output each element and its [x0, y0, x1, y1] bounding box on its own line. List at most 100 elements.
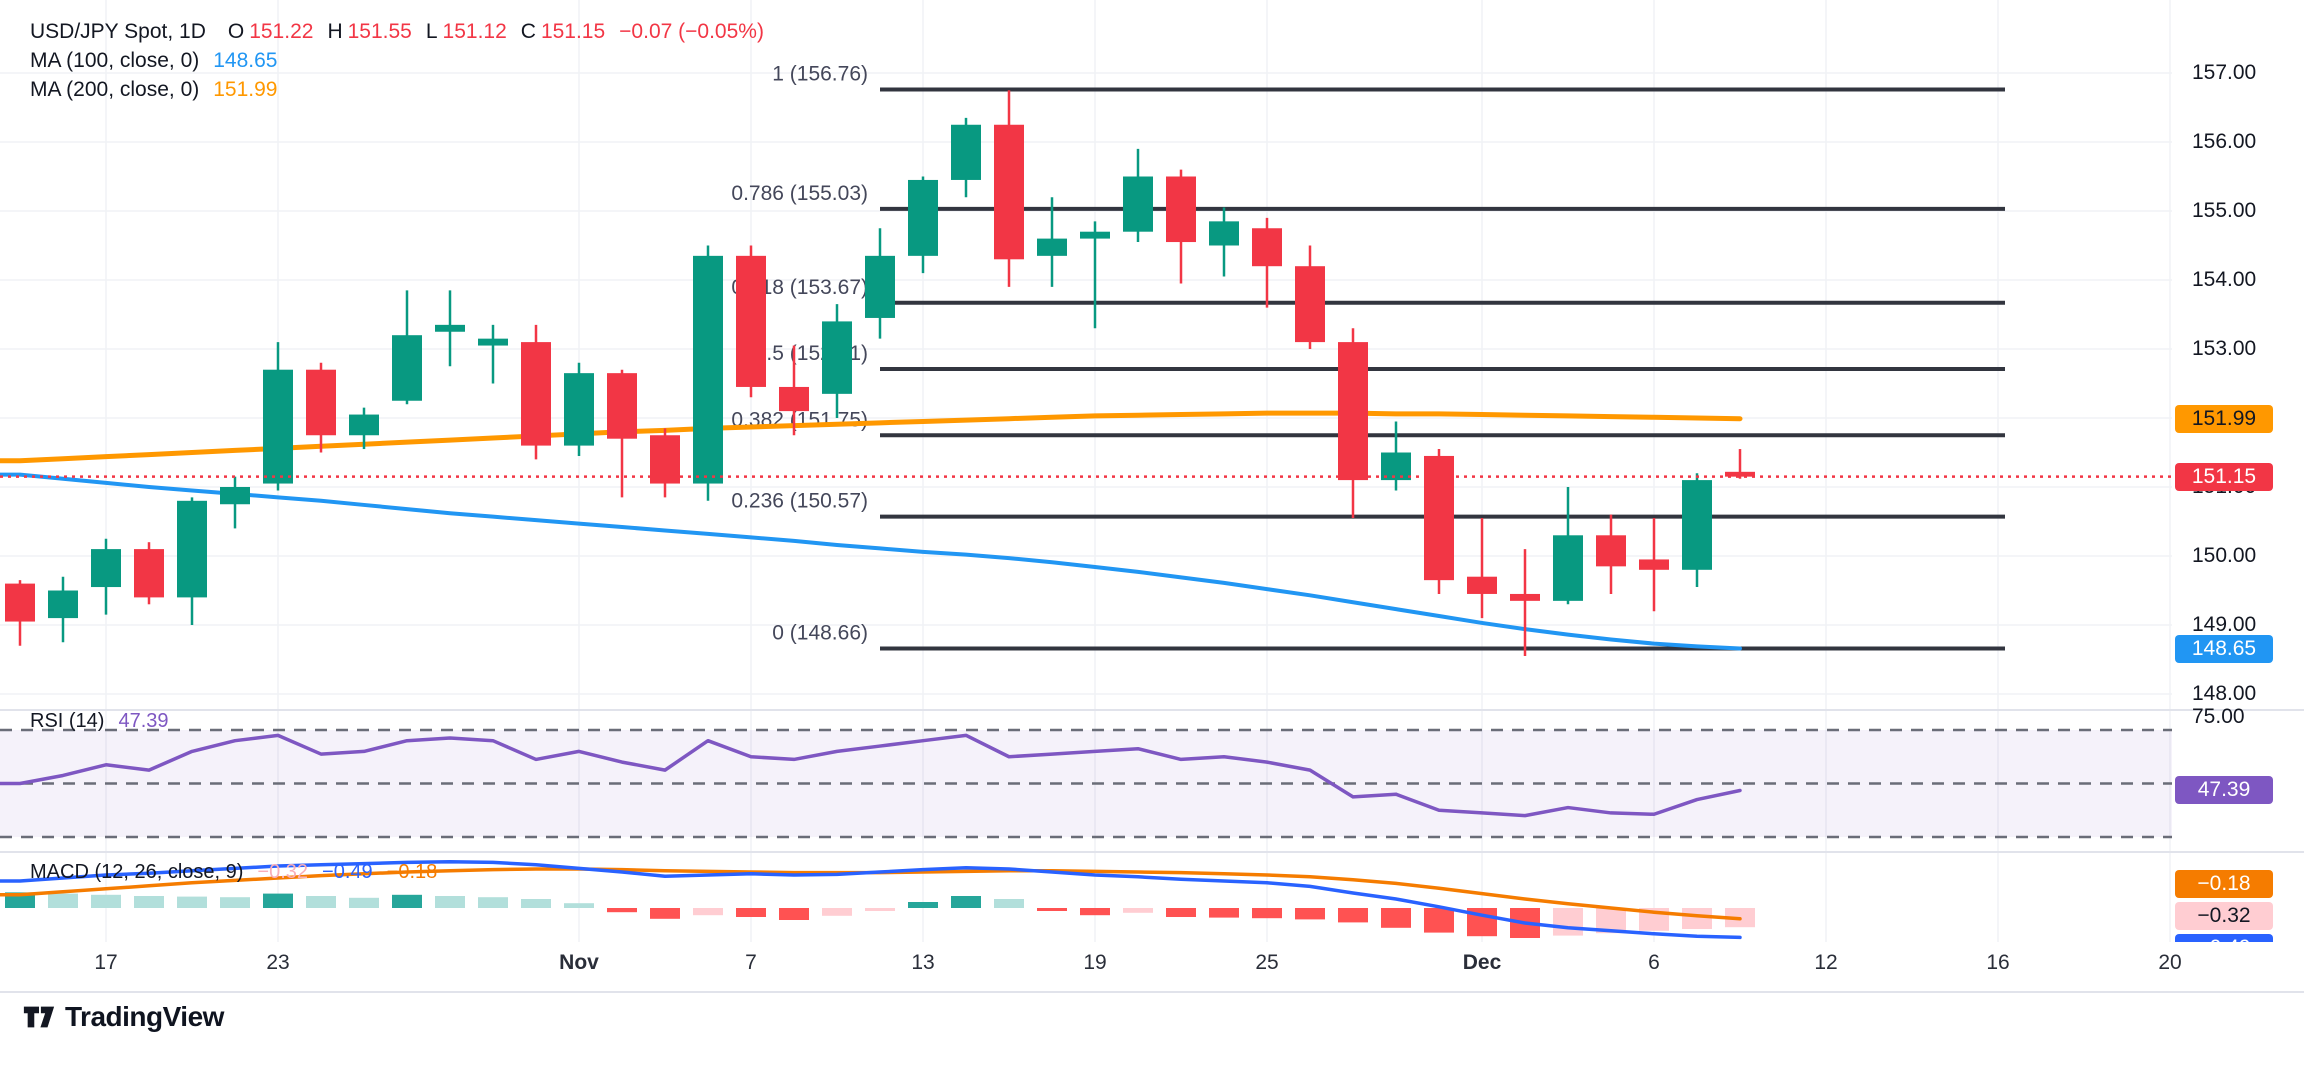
candle-body [1682, 480, 1712, 570]
macd-histogram-bar [1381, 908, 1411, 928]
fib-level-label: 0.236 (150.57) [731, 490, 868, 513]
rsi-line [0, 733, 1742, 818]
macd-signal-value: −0.18 [386, 861, 438, 883]
candle-body [865, 255, 895, 318]
macd-histogram-bar [48, 893, 78, 908]
candle-body [263, 369, 293, 484]
macd-signal-badge: −0.18 [2175, 870, 2273, 898]
candle-body [779, 386, 809, 412]
close-label: C [520, 20, 536, 43]
candle-body [91, 549, 121, 588]
candle-body [134, 549, 164, 598]
macd-histogram-bar [736, 908, 766, 917]
price-tick-label: 150.00 [2192, 544, 2257, 567]
low-label: L [425, 20, 438, 43]
candle-body [521, 342, 551, 446]
candle-body [1037, 238, 1067, 256]
candle-body [1252, 228, 1282, 267]
candle-body [607, 373, 637, 439]
macd-line-value: −0.49 [322, 861, 373, 883]
macd-histogram-bar [1553, 908, 1583, 936]
macd-legend-row: MACD (12, 26, close, 9) −0.32 −0.49 −0.18 [30, 861, 437, 884]
fib-level-label: 0 (148.66) [772, 621, 868, 644]
open-label: O [227, 20, 245, 43]
tradingview-logo[interactable]: TradingView [22, 1000, 224, 1034]
price-tick-label: 153.00 [2192, 337, 2257, 360]
macd-histogram-bar [1424, 908, 1454, 933]
macd-histogram-bar [134, 896, 164, 908]
macd-histogram-bar [650, 908, 680, 919]
macd-histogram-bar [779, 908, 809, 920]
macd-histogram-bar [1080, 908, 1110, 916]
time-tick-label: Nov [559, 951, 599, 974]
time-tick-label: 20 [2158, 951, 2182, 974]
candle-body [478, 338, 508, 346]
high-value: 151.55 [347, 20, 412, 43]
macd-hist-badge: −0.32 [2175, 902, 2273, 930]
candle-body [1295, 266, 1325, 343]
tradingview-logo-icon [23, 1006, 55, 1028]
candle-body [1725, 471, 1755, 477]
macd-histogram-bar [521, 899, 551, 908]
price-tick-label: 148.00 [2192, 682, 2257, 705]
ma200-price-badge: 151.99 [2175, 405, 2273, 433]
close-value: 151.15 [540, 20, 606, 43]
candle-body [177, 500, 207, 598]
candle-body [822, 321, 852, 394]
time-tick-label: 12 [1814, 951, 1838, 974]
ma100-legend-label[interactable]: MA (100, close, 0) [30, 49, 200, 72]
price-axis[interactable]: 157.00156.00155.00154.00153.00152.00151.… [0, 0, 2304, 942]
macd-line-badge: −0.49 [2175, 934, 2273, 942]
candle-body [736, 255, 766, 387]
symbol-ohlc-row: USD/JPY Spot, 1D O 151.22 H 151.55 L 151.12 C 15… [30, 20, 764, 44]
candle-body [1123, 176, 1153, 232]
price-tick-label: 157.00 [2192, 61, 2257, 84]
time-tick-label: 25 [1255, 951, 1279, 974]
time-tick-label: 6 [1648, 951, 1660, 974]
rsi-value-badge: 47.39 [2175, 776, 2273, 804]
macd-histogram-bar [1166, 908, 1196, 917]
rsi-legend-row: RSI (14) 47.39 [30, 710, 169, 733]
candle-body [951, 124, 981, 180]
macd-histogram-bar [263, 893, 293, 908]
time-axis[interactable]: 17 23 Nov 7 13 19 25 Dec 6 12 16 20 [0, 942, 2304, 992]
candle-body [994, 124, 1024, 260]
macd-histogram-bar [1252, 908, 1282, 919]
macd-histogram-bar [349, 897, 379, 908]
candle-body [1639, 559, 1669, 570]
candle-body [908, 179, 938, 256]
candle-body [1596, 535, 1626, 567]
macd-histogram-bar [1682, 908, 1712, 929]
macd-histogram-bar [220, 897, 250, 908]
candle-body [564, 373, 594, 446]
macd-histogram-bar [693, 908, 723, 916]
ma200-legend-label[interactable]: MA (200, close, 0) [30, 78, 200, 101]
tradingview-logo-text: TradingView [65, 1001, 224, 1032]
ma100-line [0, 472, 1742, 651]
candle-body [1209, 221, 1239, 246]
candle-body [1467, 576, 1497, 594]
macd-histogram-bar [908, 902, 938, 908]
low-value: 151.12 [442, 20, 507, 43]
time-tick-label: 16 [1986, 951, 2010, 974]
candle-body [1080, 231, 1110, 239]
macd-legend-label[interactable]: MACD (12, 26, close, 9) [30, 861, 244, 883]
symbol-title[interactable]: USD/JPY Spot, 1D [30, 20, 206, 43]
macd-histogram-bar [1209, 908, 1239, 918]
ma200-legend-value: 151.99 [213, 78, 278, 101]
fib-level-label: 1 (156.76) [772, 63, 868, 86]
ma100-legend-row: MA (100, close, 0) 148.65 [30, 49, 277, 73]
candle-body [435, 324, 465, 332]
macd-line [0, 860, 1742, 940]
time-tick-label: 19 [1083, 951, 1107, 974]
candle-body [220, 487, 250, 505]
ma100-price-badge: 148.65 [2175, 635, 2273, 663]
fib-level-label: 0.786 (155.03) [731, 182, 868, 205]
rsi-legend-label[interactable]: RSI (14) [30, 710, 105, 732]
macd-histogram-bar [564, 903, 594, 908]
macd-histogram-bar [822, 908, 852, 916]
rsi-tick-label: 75.00 [2192, 704, 2245, 728]
candle-body [349, 414, 379, 436]
